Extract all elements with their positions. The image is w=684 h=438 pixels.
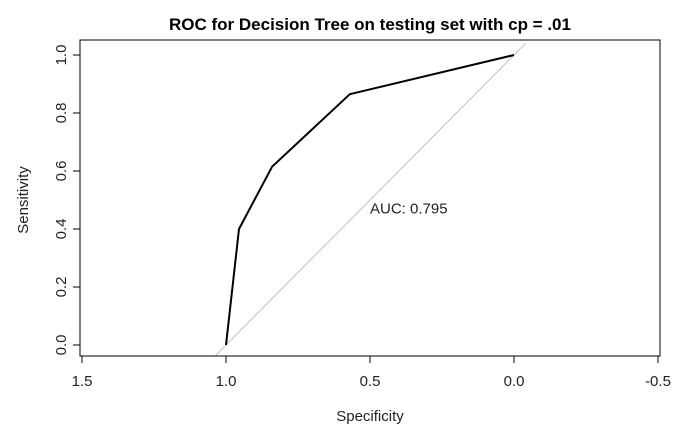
x-tick-label: -0.5 — [645, 373, 671, 390]
roc-curve-line — [225, 54, 515, 346]
x-axis-label: Specificity — [336, 408, 404, 425]
x-tick-label: 1.0 — [216, 373, 237, 390]
chart-title: ROC for Decision Tree on testing set wit… — [169, 15, 571, 34]
y-tick-label: 0.4 — [53, 219, 70, 240]
annotation-layer: AUC: 0.795 — [370, 201, 448, 218]
x-tick-label: 0.0 — [504, 373, 525, 390]
auc-annotation: AUC: 0.795 — [370, 201, 448, 218]
reference-layer — [214, 43, 526, 356]
y-tick-label: 0.6 — [53, 161, 70, 182]
y-axis: 0.0 0.2 0.4 0.6 0.8 1.0 — [53, 45, 81, 356]
y-tick-label: 1.0 — [53, 45, 70, 66]
y-tick-label: 0.0 — [53, 335, 70, 356]
reference-diagonal-line — [214, 43, 526, 356]
x-axis: 1.5 1.0 0.5 0.0 -0.5 — [72, 355, 671, 390]
x-tick-label: 1.5 — [72, 373, 93, 390]
y-axis-label: Sensitivity — [15, 166, 32, 234]
plot-area: AUC: 0.795 — [79, 39, 661, 357]
series-layer — [225, 54, 515, 346]
y-tick-label: 0.2 — [53, 277, 70, 298]
plot-frame — [79, 39, 661, 357]
y-tick-label: 0.8 — [53, 103, 70, 124]
x-tick-label: 0.5 — [360, 373, 381, 390]
